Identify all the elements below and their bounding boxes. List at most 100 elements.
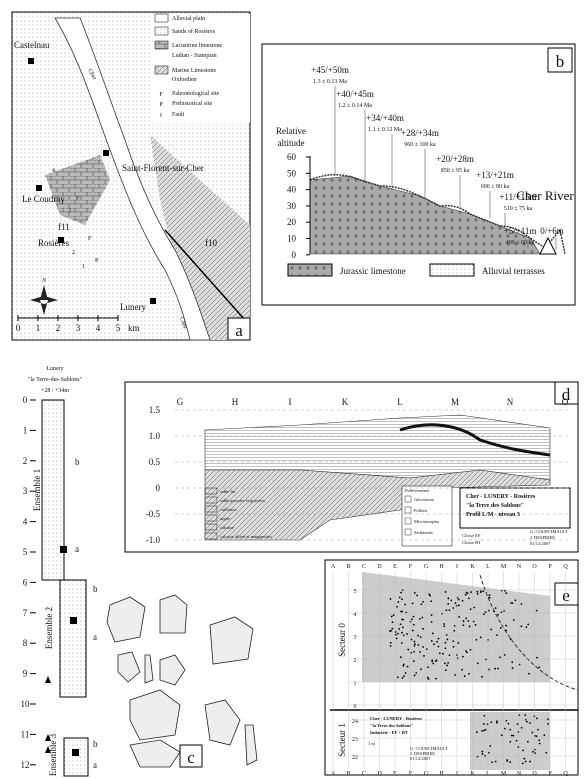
artifact-point [456,605,458,607]
depth-label: 5 [23,547,28,557]
column-letter: A [331,564,336,570]
artifact-point [475,624,477,626]
artifact-point [457,642,459,644]
artifact-point [411,618,413,620]
unit-label: b [93,739,98,749]
artifact-point [414,645,416,647]
artifact-point [509,761,511,763]
artifact [130,690,180,740]
terrace-height: +34/+40m [366,113,404,123]
artifact-point [477,662,479,664]
town-marker [103,150,109,156]
artifact-point [439,652,441,654]
artifact [160,655,185,685]
artifact-point [414,674,416,676]
artifact-point [511,735,513,737]
artifact-point [517,723,519,725]
sample-symbol [405,496,411,502]
artifact-point [417,644,419,646]
artifact-point [529,761,531,763]
legend-swatch [205,524,217,530]
artifact-point [446,639,448,641]
artifact [210,617,253,664]
depth-label: 6 [23,577,28,587]
town-marker [150,298,156,304]
terrace-age: 850 ± 95 ka [441,168,470,174]
artifact-point [496,720,498,722]
artifact-point [401,619,403,621]
y-tick-label: -1.0 [146,535,161,545]
artifact-point [468,597,470,599]
artifact-point [414,641,416,643]
column-letter: I [456,771,458,777]
terrace-height: +13/+21m [476,170,514,180]
y-tick-label: 1.5 [149,405,161,415]
ensemble-label: Ensemble 1 [32,469,42,511]
artifact-point [402,677,404,679]
column-letter: G [177,397,184,407]
scale-tick: 0 [16,323,21,333]
column-letter: K [342,397,349,407]
axis-title: altitude [278,138,305,148]
panel-d [125,382,578,552]
artifact-point [446,634,448,636]
artifact-point [432,633,434,635]
artifact-point [416,595,418,597]
artifact-point [397,601,399,603]
artifact-point [501,734,503,736]
depth-label: 8 [23,638,28,648]
artifact-point [411,639,413,641]
unit-label: a [93,760,97,770]
river-name: Cher River [516,188,574,203]
artifact-point [431,660,433,662]
artifact-point [543,734,545,736]
terrace-height: 0/+6m [540,226,564,236]
y-tick-label: 0 [292,250,297,260]
column-letter: K [470,771,475,777]
box-text: "la Terre des Sablons" [370,723,414,728]
artifact-point [438,638,440,640]
artifact-point [494,668,496,670]
legend-swatch [155,41,168,49]
sample-text: Géochrono [414,497,435,502]
artifact-point [473,621,475,623]
legend-text: cailloutis [220,507,237,512]
artifact [160,595,187,633]
artifact [107,597,145,642]
artifact-point [507,723,509,725]
artifact-point [436,641,438,643]
terrace-height: +20/+28m [436,154,474,164]
artifact-point [476,591,478,593]
artifact-point [488,669,490,671]
terrace-age: 510 ± 75 ka [504,206,533,212]
artifact-point [435,678,437,680]
artifact-point [390,598,392,600]
artifact-point [390,642,392,644]
artifact-point [445,609,447,611]
legend-text: Paleontological site [172,91,219,97]
artifact-point [445,669,447,671]
place-name: Lunery [120,302,146,312]
legend-symbol: f [160,112,162,119]
artifact-point [413,651,415,653]
artifact-point [464,675,466,677]
ensemble-column [64,738,88,776]
artifact-point [402,626,404,628]
panel-label: e [562,586,570,605]
artifact-point [438,646,440,648]
legend-swatch [205,488,217,494]
column-letter: D [377,771,382,777]
terrace-height: +40/+45m [336,89,374,99]
artifact-point [412,602,414,604]
scale-tick: 1 [36,323,41,333]
artifact-point [491,761,493,763]
artifact-point [525,719,527,721]
terrace-height: +5/+11m [504,226,537,236]
unit-label: b [75,457,80,467]
column-letter: N [507,397,514,407]
artifact-point [470,608,472,610]
artifact-point [448,609,450,611]
artifact-point [458,599,460,601]
terrace-age: 1.3 ± 0.13 Ma [313,79,347,85]
legend-swatch [205,533,217,539]
